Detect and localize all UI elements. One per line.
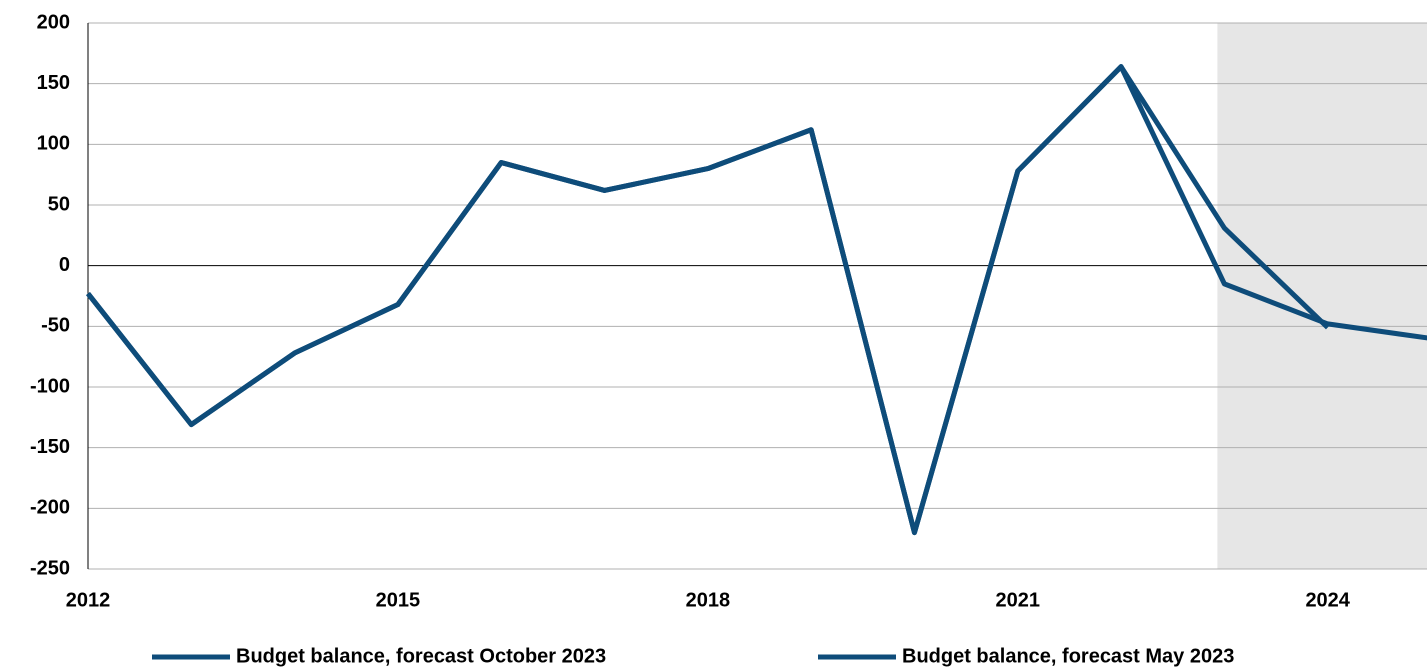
y-tick-label: 50	[48, 193, 70, 215]
y-tick-label: 0	[59, 254, 70, 276]
legend-label: Budget balance, forecast October 2023	[236, 645, 606, 667]
y-tick-label: 200	[37, 11, 70, 33]
y-tick-label: -250	[30, 557, 70, 579]
y-tick-label: 100	[37, 133, 70, 155]
y-tick-label: -200	[30, 497, 70, 519]
y-tick-label: -50	[41, 315, 70, 337]
series-line	[86, 64, 1330, 536]
x-tick-label: 2018	[686, 589, 731, 611]
y-tick-label: -150	[30, 436, 70, 458]
legend-label: Budget balance, forecast May 2023	[902, 645, 1234, 667]
y-tick-label: 150	[37, 72, 70, 94]
x-tick-label: 2024	[1305, 589, 1350, 611]
x-tick-label: 2021	[996, 589, 1041, 611]
y-tick-label: -100	[30, 375, 70, 397]
x-tick-label: 2015	[376, 589, 421, 611]
x-tick-label: 2012	[66, 589, 111, 611]
